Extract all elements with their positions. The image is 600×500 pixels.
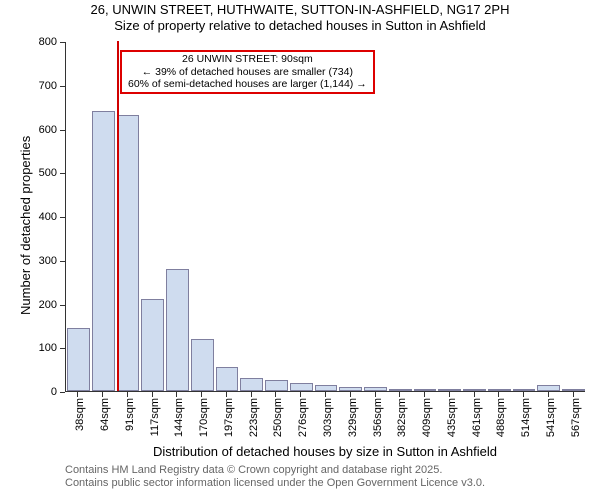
histogram-bar <box>414 389 437 391</box>
x-tick-label: 197sqm <box>223 398 235 437</box>
x-tick-label: 250sqm <box>272 398 284 437</box>
x-tick-label: 514sqm <box>520 398 532 437</box>
annotation-line-3: 60% of semi-detached houses are larger (… <box>128 78 367 91</box>
x-tick-mark <box>300 392 301 397</box>
y-tick-mark <box>60 173 65 174</box>
x-tick-mark <box>77 392 78 397</box>
y-tick-label: 0 <box>27 386 57 398</box>
x-tick-label: 409sqm <box>421 398 433 437</box>
x-tick-mark <box>548 392 549 397</box>
x-tick-label: 382sqm <box>396 398 408 437</box>
histogram-bar <box>117 115 140 391</box>
histogram-bar <box>364 387 387 391</box>
histogram-bar <box>166 269 189 392</box>
marker-annotation: 26 UNWIN STREET: 90sqm ← 39% of detached… <box>120 50 375 94</box>
histogram-bar <box>339 387 362 391</box>
histogram-bar <box>488 389 511 391</box>
y-tick-label: 600 <box>27 124 57 136</box>
y-tick-label: 100 <box>27 342 57 354</box>
x-tick-label: 567sqm <box>570 398 582 437</box>
x-tick-mark <box>498 392 499 397</box>
histogram-bar <box>438 389 461 391</box>
x-tick-mark <box>399 392 400 397</box>
y-tick-mark <box>60 86 65 87</box>
histogram-bar <box>463 389 486 391</box>
y-tick-label: 400 <box>27 211 57 223</box>
x-tick-label: 461sqm <box>471 398 483 437</box>
x-tick-label: 64sqm <box>99 398 111 431</box>
x-tick-label: 541sqm <box>545 398 557 437</box>
histogram-bar <box>216 367 239 391</box>
histogram-bar <box>191 339 214 392</box>
histogram-bar <box>315 385 338 391</box>
x-tick-mark <box>127 392 128 397</box>
x-tick-label: 303sqm <box>322 398 334 437</box>
title-block: 26, UNWIN STREET, HUTHWAITE, SUTTON-IN-A… <box>0 0 600 33</box>
annotation-line-2: ← 39% of detached houses are smaller (73… <box>128 66 367 79</box>
y-tick-mark <box>60 217 65 218</box>
x-tick-mark <box>226 392 227 397</box>
y-tick-mark <box>60 305 65 306</box>
x-tick-mark <box>523 392 524 397</box>
plot-area <box>65 42 585 392</box>
x-tick-label: 435sqm <box>446 398 458 437</box>
x-tick-label: 223sqm <box>248 398 260 437</box>
y-axis-title: Number of detached properties <box>18 136 33 315</box>
x-tick-label: 144sqm <box>173 398 185 437</box>
histogram-bar <box>537 385 560 391</box>
histogram-bar <box>265 380 288 391</box>
y-tick-mark <box>60 392 65 393</box>
x-tick-mark <box>176 392 177 397</box>
x-tick-label: 276sqm <box>297 398 309 437</box>
x-tick-label: 38sqm <box>74 398 86 431</box>
y-tick-label: 800 <box>27 36 57 48</box>
title-line-1: 26, UNWIN STREET, HUTHWAITE, SUTTON-IN-A… <box>0 2 600 18</box>
reference-marker-line <box>117 41 119 391</box>
x-tick-label: 329sqm <box>347 398 359 437</box>
x-tick-mark <box>424 392 425 397</box>
histogram-bar <box>92 111 115 391</box>
histogram-bar <box>240 378 263 391</box>
x-tick-mark <box>350 392 351 397</box>
x-tick-mark <box>573 392 574 397</box>
x-tick-mark <box>275 392 276 397</box>
y-tick-label: 200 <box>27 299 57 311</box>
x-tick-label: 91sqm <box>124 398 136 431</box>
y-tick-mark <box>60 261 65 262</box>
footer-line-2: Contains public sector information licen… <box>65 477 485 490</box>
x-tick-mark <box>325 392 326 397</box>
x-tick-label: 170sqm <box>198 398 210 437</box>
histogram-bar <box>562 389 585 391</box>
histogram-bar <box>513 389 536 391</box>
x-tick-mark <box>449 392 450 397</box>
x-tick-mark <box>152 392 153 397</box>
x-tick-label: 117sqm <box>149 398 161 436</box>
histogram-bar <box>141 299 164 391</box>
x-tick-mark <box>102 392 103 397</box>
y-tick-mark <box>60 130 65 131</box>
y-tick-mark <box>60 348 65 349</box>
x-tick-mark <box>201 392 202 397</box>
x-tick-mark <box>474 392 475 397</box>
histogram-bar <box>290 383 313 391</box>
histogram-bar <box>389 389 412 391</box>
footer-attribution: Contains HM Land Registry data © Crown c… <box>65 464 485 490</box>
title-line-2: Size of property relative to detached ho… <box>0 18 600 34</box>
y-tick-label: 700 <box>27 80 57 92</box>
x-tick-label: 356sqm <box>372 398 384 437</box>
y-tick-mark <box>60 42 65 43</box>
x-tick-label: 488sqm <box>495 398 507 437</box>
histogram-bar <box>67 328 90 391</box>
x-tick-mark <box>375 392 376 397</box>
footer-line-1: Contains HM Land Registry data © Crown c… <box>65 464 485 477</box>
annotation-line-1: 26 UNWIN STREET: 90sqm <box>128 53 367 66</box>
x-axis-title: Distribution of detached houses by size … <box>65 444 585 459</box>
y-tick-label: 300 <box>27 255 57 267</box>
y-tick-label: 500 <box>27 167 57 179</box>
x-tick-mark <box>251 392 252 397</box>
